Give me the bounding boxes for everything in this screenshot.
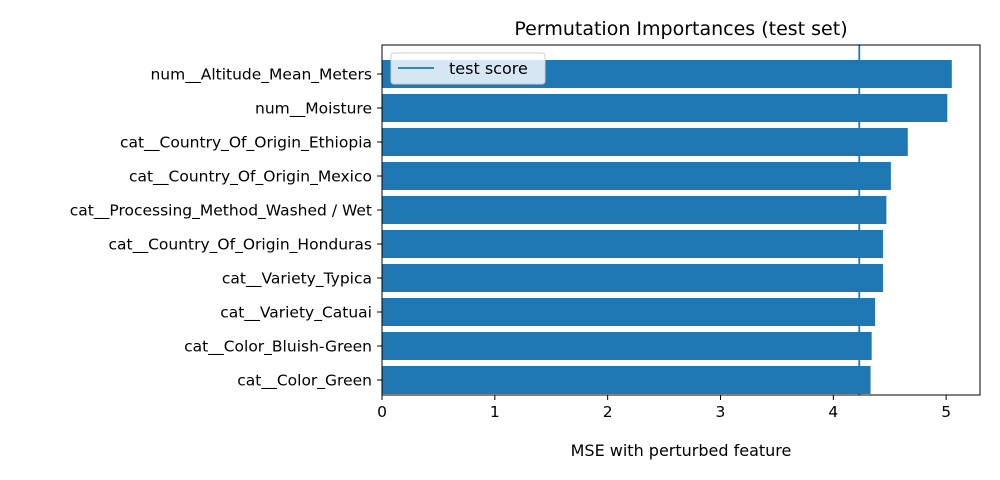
bar-8: [382, 332, 872, 360]
bar-6: [382, 264, 883, 292]
legend-entry-test-score: test score: [449, 59, 528, 78]
y-tick-label: num__Altitude_Mean_Meters: [150, 66, 372, 85]
x-tick-label: 0: [377, 403, 387, 421]
y-tick-label: num__Moisture: [255, 100, 372, 119]
plot-frame: [381, 44, 981, 396]
bar-5: [382, 230, 883, 258]
y-tick-label: cat__Color_Bluish-Green: [184, 338, 372, 357]
bar-2: [382, 128, 908, 156]
legend: test score: [390, 52, 546, 85]
bars-group: [382, 60, 952, 394]
y-tick-label: cat__Country_Of_Origin_Ethiopia: [120, 134, 372, 153]
x-axis-ticks: 0 1 2 3 4 5: [377, 395, 951, 421]
y-tick-label: cat__Country_Of_Origin_Mexico: [129, 168, 372, 187]
bar-3: [382, 162, 891, 190]
chart-title: Permutation Importances (test set): [514, 18, 847, 40]
y-axis-ticks: num__Altitude_Mean_Meters num__Moistureca…: [70, 66, 382, 391]
y-tick-label: cat__Processing_Method_Washed / Wet: [70, 202, 372, 221]
bar-1: [382, 94, 948, 122]
y-tick-label: cat__Variety_Catuai: [220, 304, 372, 323]
x-tick-label: 2: [603, 403, 613, 421]
y-tick-label: cat__Color_Green: [237, 372, 372, 391]
legend-box: [390, 52, 546, 85]
x-tick-label: 1: [490, 403, 500, 421]
bar-4: [382, 196, 887, 224]
x-tick-label: 3: [716, 403, 726, 421]
bar-7: [382, 298, 876, 326]
y-tick-label: cat__Country_Of_Origin_Honduras: [109, 236, 373, 255]
bar-9: [382, 366, 871, 394]
y-tick-label: cat__Variety_Typica: [222, 270, 372, 289]
x-axis-label: MSE with perturbed feature: [571, 441, 792, 460]
x-tick-label: 4: [828, 403, 838, 421]
x-tick-label: 5: [941, 403, 951, 421]
